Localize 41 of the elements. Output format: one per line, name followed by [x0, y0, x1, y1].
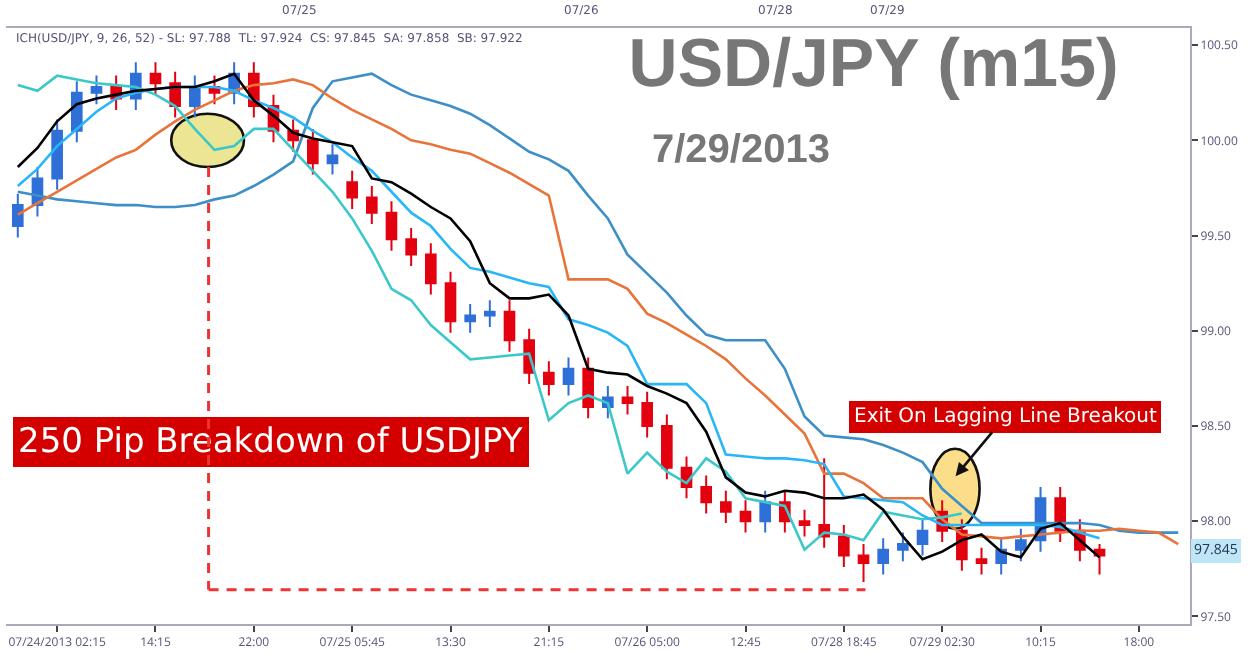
candlestick — [326, 143, 339, 176]
candlestick — [1015, 527, 1027, 563]
candlestick — [818, 457, 830, 549]
candlestick — [838, 523, 850, 568]
candlestick — [897, 531, 909, 563]
candlestick — [464, 303, 476, 334]
annotation: Exit On Lagging Line Breakout — [854, 406, 1157, 428]
candlestick — [425, 242, 437, 296]
candlestick — [759, 489, 771, 534]
candlestick — [149, 61, 162, 96]
candlestick — [385, 200, 398, 252]
candlestick — [307, 127, 319, 176]
candlestick — [562, 356, 575, 397]
candlestick — [405, 226, 417, 268]
chart-title: USD/JPY (m15) — [628, 25, 1119, 102]
candlestick — [90, 74, 103, 106]
candlestick — [661, 413, 673, 481]
candlestick — [444, 270, 457, 334]
candlestick — [877, 537, 889, 576]
candlestick — [51, 118, 63, 191]
candlestick — [975, 546, 988, 576]
candlestick — [798, 508, 811, 538]
candlestick — [543, 360, 555, 397]
candlestick — [484, 299, 496, 328]
candlestick — [995, 537, 1007, 576]
candlestick — [857, 543, 870, 584]
candlestick — [346, 169, 358, 210]
candlestick — [582, 356, 594, 420]
candlestick — [621, 384, 634, 416]
candlestick — [720, 489, 732, 525]
candlestick — [366, 185, 378, 226]
candlestick — [916, 518, 929, 557]
annotation: 250 Pip Breakdown of USDJPY — [18, 422, 524, 462]
candlestick — [1093, 543, 1106, 576]
candlestick — [189, 74, 201, 119]
candlestick — [503, 299, 516, 353]
candlestick — [11, 192, 24, 239]
candlestick — [641, 390, 653, 439]
candlestick — [700, 474, 712, 515]
text: 7/29/2013 — [652, 128, 830, 172]
candlestick — [739, 499, 752, 534]
